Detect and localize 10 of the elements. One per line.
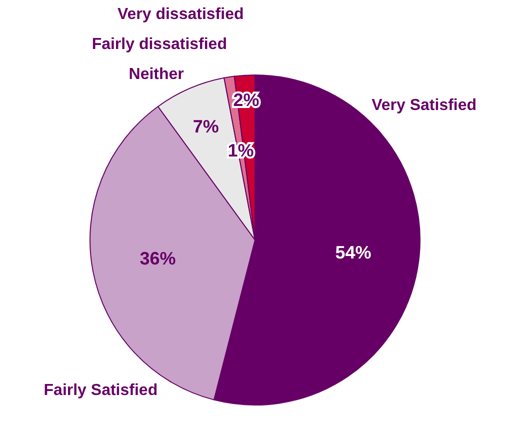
slice-label: Very Satisfied: [372, 96, 477, 114]
data-label: 2%: [233, 90, 260, 110]
slice-label: Fairly dissatisfied: [92, 36, 227, 54]
data-label: 1%: [228, 140, 254, 160]
data-label: 7%: [192, 116, 219, 136]
data-label: 54%: [335, 242, 372, 262]
slice-label: Fairly Satisfied: [44, 382, 158, 400]
slice-label: Very dissatisfied: [117, 6, 244, 24]
slice-label: Neither: [128, 66, 184, 84]
data-label: 36%: [140, 248, 176, 269]
